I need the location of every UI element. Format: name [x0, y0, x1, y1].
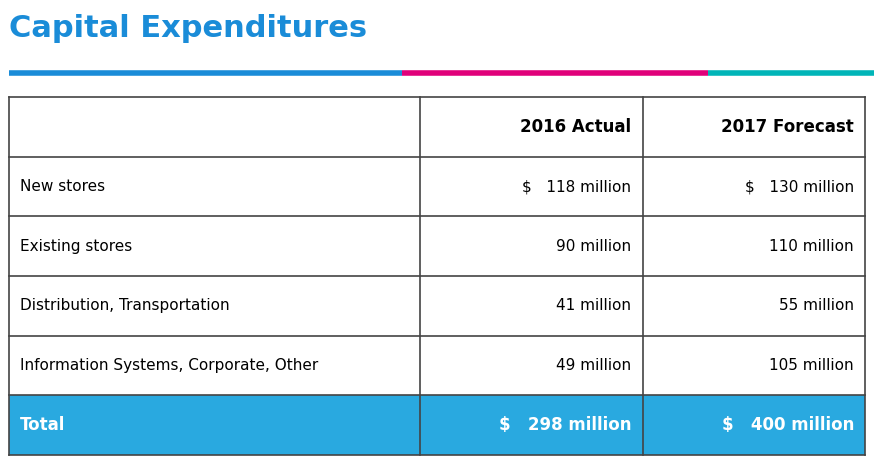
- Bar: [9, 276, 420, 336]
- Bar: [420, 217, 642, 276]
- Text: 105 million: 105 million: [769, 358, 854, 373]
- Text: 55 million: 55 million: [779, 299, 854, 313]
- Bar: [9, 395, 420, 455]
- Text: $   118 million: $ 118 million: [522, 179, 631, 194]
- Bar: [642, 276, 865, 336]
- Text: Capital Expenditures: Capital Expenditures: [9, 14, 367, 43]
- Text: 90 million: 90 million: [556, 239, 631, 254]
- Text: New stores: New stores: [20, 179, 105, 194]
- Bar: [420, 97, 642, 157]
- Bar: [642, 217, 865, 276]
- Bar: [642, 336, 865, 395]
- Text: Existing stores: Existing stores: [20, 239, 132, 254]
- Bar: [9, 97, 420, 157]
- Text: $   298 million: $ 298 million: [499, 416, 631, 434]
- Text: 2016 Actual: 2016 Actual: [520, 118, 631, 136]
- Text: Information Systems, Corporate, Other: Information Systems, Corporate, Other: [20, 358, 318, 373]
- Bar: [642, 97, 865, 157]
- Text: 2017 Forecast: 2017 Forecast: [721, 118, 854, 136]
- Bar: [420, 276, 642, 336]
- Bar: [9, 336, 420, 395]
- Text: Distribution, Transportation: Distribution, Transportation: [20, 299, 230, 313]
- Bar: [420, 336, 642, 395]
- Bar: [642, 395, 865, 455]
- Text: $   130 million: $ 130 million: [745, 179, 854, 194]
- Bar: [642, 157, 865, 217]
- Text: $   400 million: $ 400 million: [722, 416, 854, 434]
- Bar: [9, 157, 420, 217]
- Text: 110 million: 110 million: [769, 239, 854, 254]
- Text: Total: Total: [20, 416, 66, 434]
- Text: 41 million: 41 million: [556, 299, 631, 313]
- Bar: [420, 395, 642, 455]
- Bar: [9, 217, 420, 276]
- Bar: [420, 157, 642, 217]
- Text: 49 million: 49 million: [556, 358, 631, 373]
